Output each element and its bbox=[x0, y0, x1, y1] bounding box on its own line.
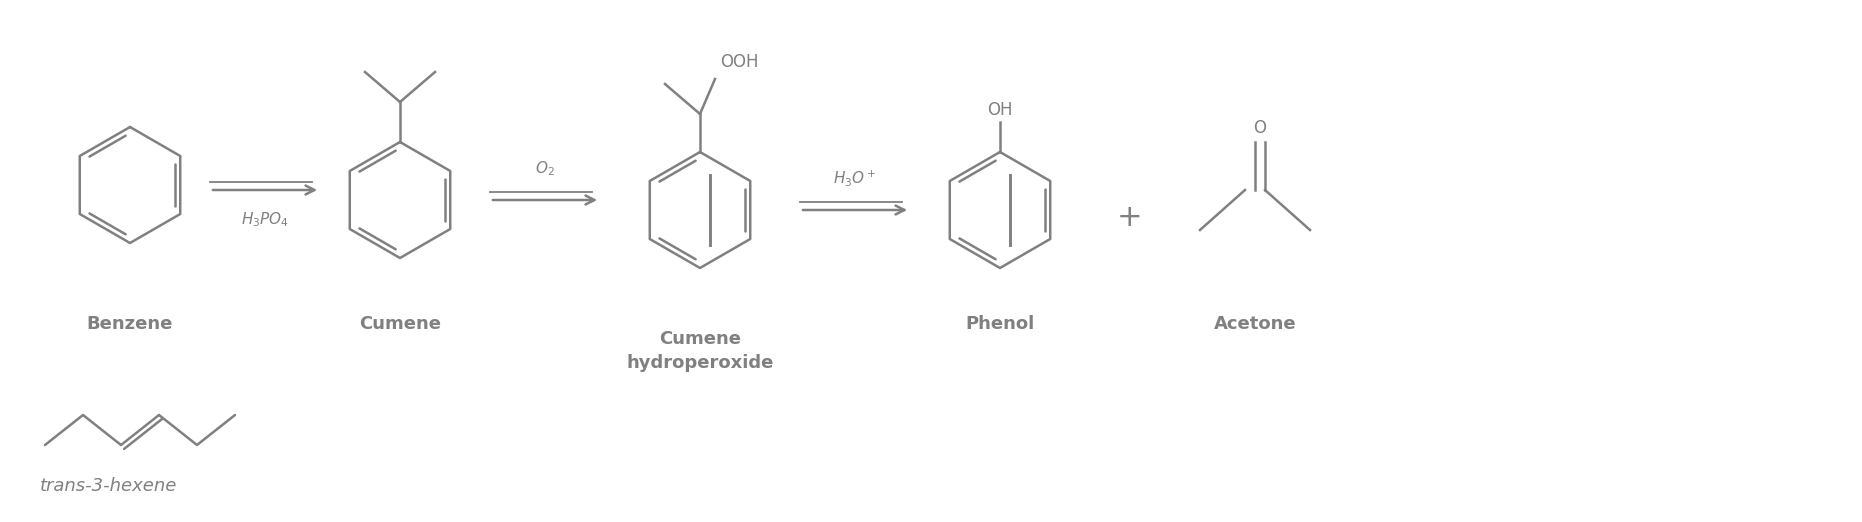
Text: Phenol: Phenol bbox=[965, 315, 1035, 333]
Text: $H_3O^+$: $H_3O^+$ bbox=[832, 168, 877, 188]
Text: +: + bbox=[1117, 204, 1143, 232]
Text: Cumene: Cumene bbox=[359, 315, 441, 333]
Text: trans-3-hexene: trans-3-hexene bbox=[39, 477, 177, 495]
Text: $H_3PO_4$: $H_3PO_4$ bbox=[240, 210, 289, 229]
Text: Cumene
hydroperoxide: Cumene hydroperoxide bbox=[626, 330, 775, 372]
Text: $O_2$: $O_2$ bbox=[534, 159, 555, 178]
Text: Acetone: Acetone bbox=[1214, 315, 1296, 333]
Text: OOH: OOH bbox=[721, 53, 758, 71]
Text: OH: OH bbox=[987, 101, 1013, 119]
Text: Benzene: Benzene bbox=[88, 315, 173, 333]
Text: O: O bbox=[1253, 119, 1266, 137]
